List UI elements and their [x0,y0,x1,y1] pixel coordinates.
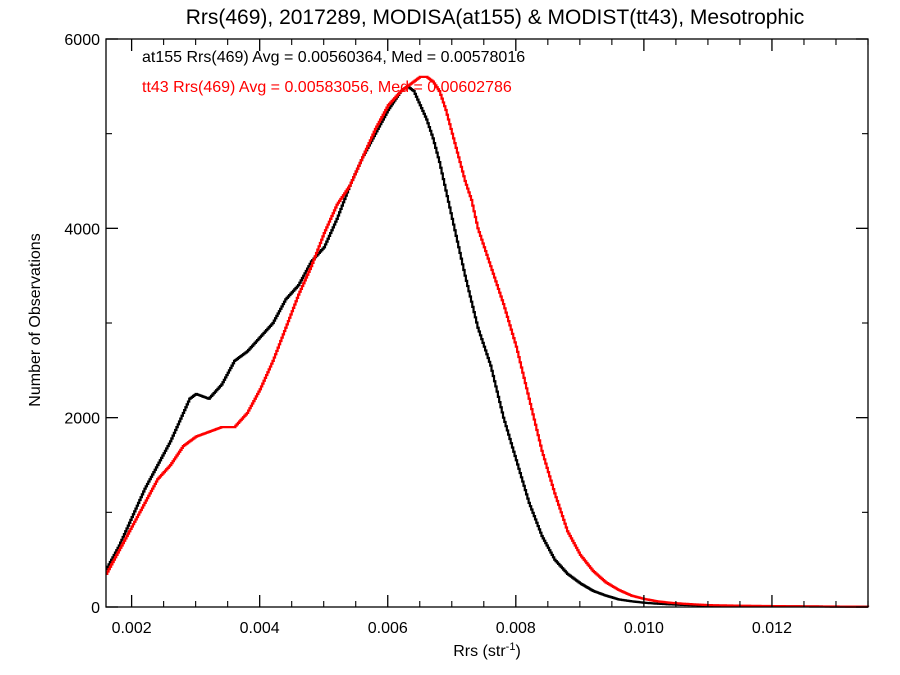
x-axis-label: Rrs (str-1) [453,641,521,660]
y-tick-label: 6000 [64,32,100,49]
x-tick-label: 0.004 [240,620,280,637]
x-axis-label-end: ) [515,643,520,660]
x-tick-label: 0.006 [368,620,408,637]
x-axis-label-superscript: -1 [506,641,516,653]
legend-entry-tt43: tt43 Rrs(469) Avg = 0.00583056, Med = 0.… [142,79,512,96]
y-tick-label: 2000 [64,411,100,428]
y-axis-label: Number of Observations [27,233,44,406]
series-layer [106,75,870,608]
x-tick-label: 0.012 [752,620,792,637]
x-tick-label: 0.010 [624,620,664,637]
legend-entry-at155: at155 Rrs(469) Avg = 0.00560364, Med = 0… [142,49,525,66]
axis-ticks: 0.002 0.004 0.006 0.008 0.010 0.012 0 2000 4000 6… [64,32,869,637]
series-tt43-line [106,75,870,608]
x-tick-label: 0.008 [496,620,536,637]
y-tick-label: 4000 [64,221,100,238]
plot-frame [105,38,869,608]
series-at155-line [106,85,870,608]
x-tick-label: 0.002 [112,620,152,637]
chart-title: Rrs(469), 2017289, MODISA(at155) & MODIS… [186,6,805,29]
x-axis-label-main: Rrs (str [453,643,506,660]
y-tick-label: 0 [91,600,100,617]
